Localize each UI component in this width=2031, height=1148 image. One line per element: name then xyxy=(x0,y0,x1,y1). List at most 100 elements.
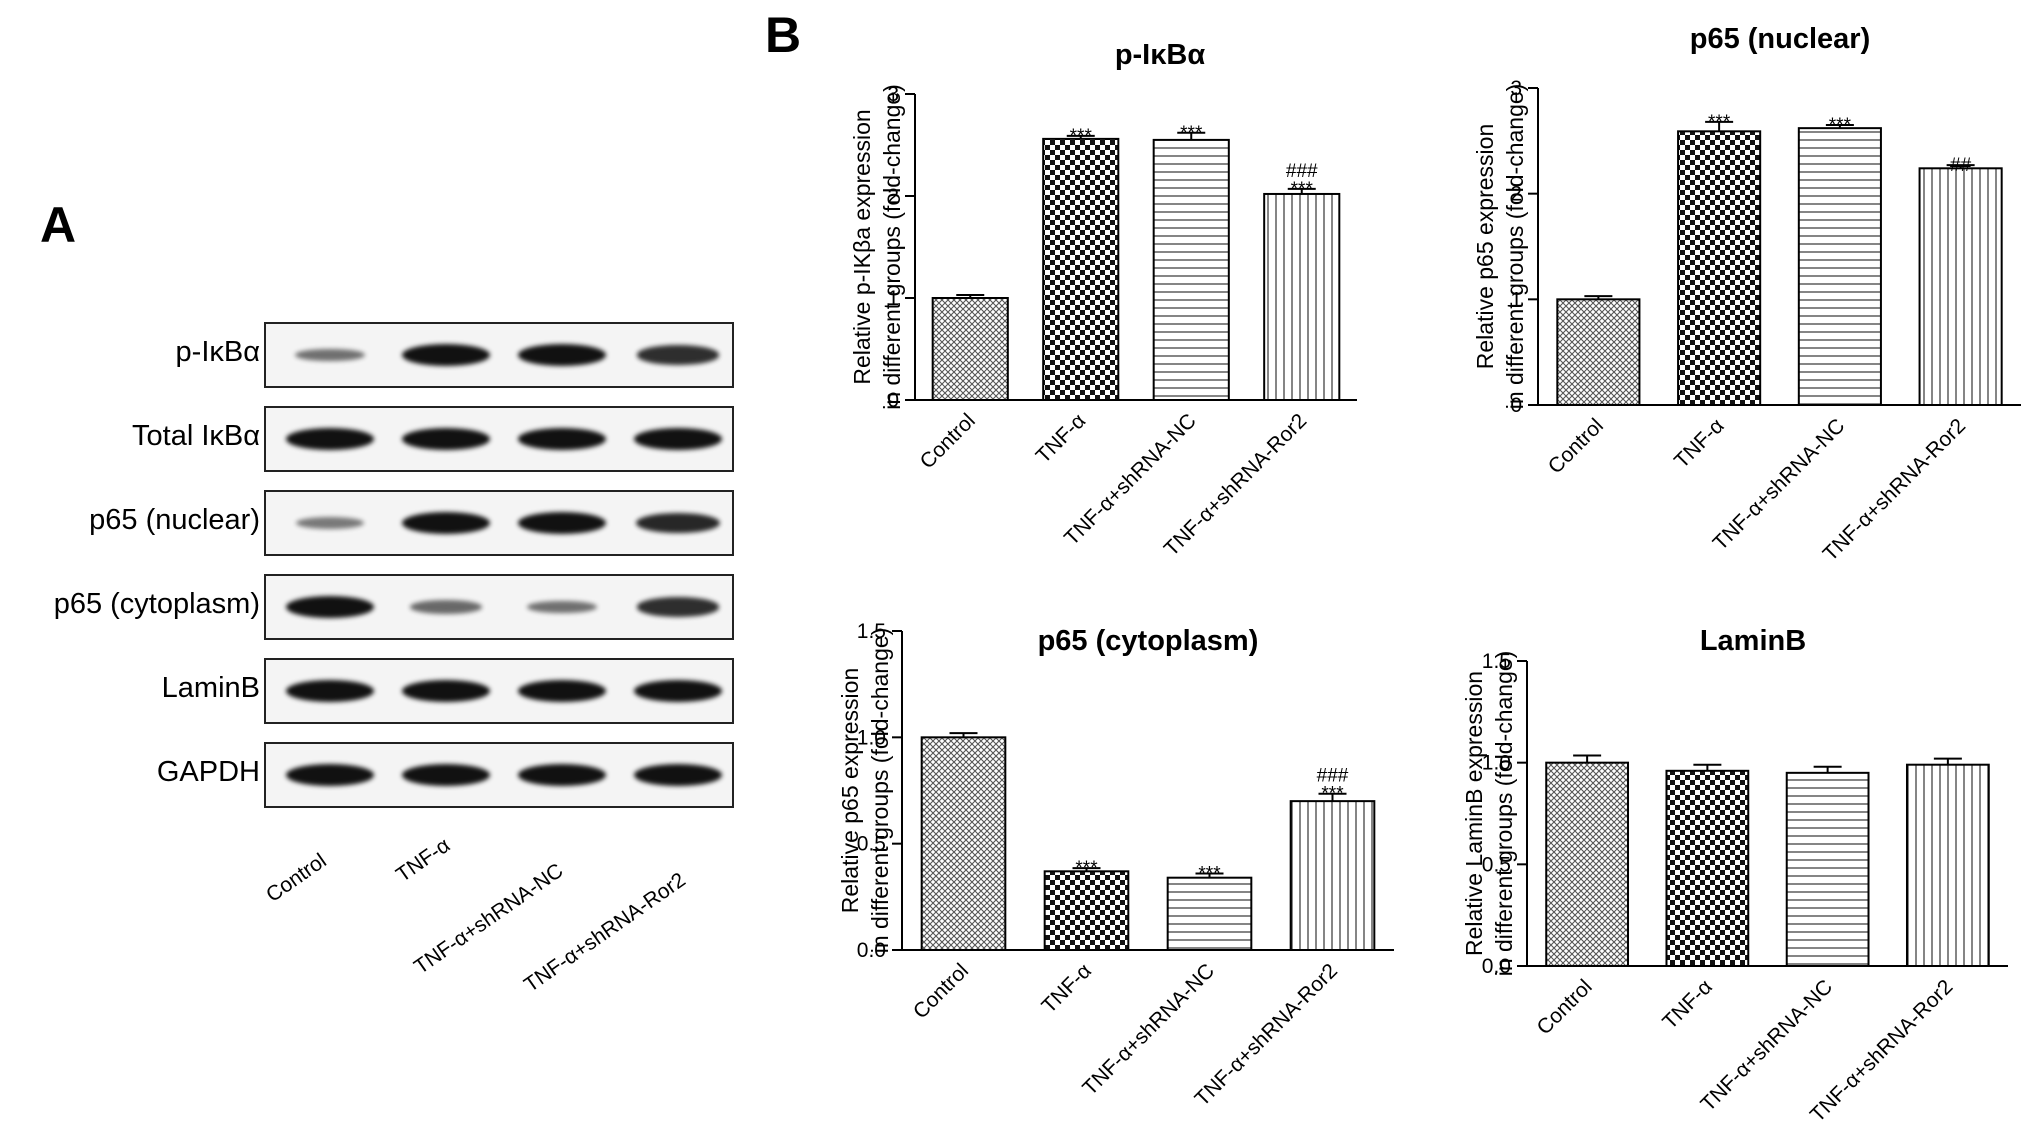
blot-strip xyxy=(264,322,734,388)
y-axis-label-line: Relative p65 expression xyxy=(837,668,863,913)
blot-strip xyxy=(264,490,734,556)
chart-title: p65 (cytoplasm) xyxy=(1038,625,1259,657)
y-tick-label: 2 xyxy=(887,185,899,208)
x-tick-label: Control xyxy=(909,959,973,1023)
y-tick-label: 0 xyxy=(887,389,899,412)
blot-band xyxy=(636,513,720,533)
blot-band xyxy=(295,348,365,362)
blot-band xyxy=(402,428,490,450)
bar xyxy=(931,297,1009,401)
y-axis-label: Relative p65 expression in different grou… xyxy=(837,628,893,954)
chart-title: p-IκBα xyxy=(1115,39,1206,71)
blot-band xyxy=(402,764,490,786)
significance-label: *** xyxy=(1180,123,1203,144)
blot-band xyxy=(518,512,606,534)
blot-band xyxy=(518,344,606,366)
y-axis-label: Relative LaminB expression in different g… xyxy=(1461,651,1517,977)
y-axis-label: Relative p-IKβa expression in different g… xyxy=(849,84,905,410)
bar xyxy=(1905,763,1990,968)
panel-b-letter: B xyxy=(765,7,802,63)
x-tick-label: TNF-α+shRNA-NC xyxy=(1709,414,1850,555)
x-tick-label: Control xyxy=(1544,414,1608,478)
blot-strip xyxy=(264,658,734,724)
x-tick-label: TNF-α xyxy=(1032,409,1091,468)
significance-label: ### xyxy=(1317,766,1349,787)
x-tick-label: Control xyxy=(1533,975,1597,1039)
bar xyxy=(1665,769,1750,967)
bar xyxy=(1677,130,1762,406)
y-axis-label-line: Relative p65 expression xyxy=(1472,124,1498,369)
blot-band xyxy=(634,680,722,702)
blot-band xyxy=(286,764,374,786)
y-axis-label: Relative p65 expression in different grou… xyxy=(1472,84,1528,410)
y-tick-label: 1.5 xyxy=(1482,650,1511,673)
y-tick-label: 3 xyxy=(887,83,899,106)
bar xyxy=(1556,298,1641,407)
bar xyxy=(1166,876,1253,952)
blot-row-label: p65 (cytoplasm) xyxy=(53,588,260,620)
x-tick-label: TNF-α xyxy=(1658,975,1717,1034)
blot-band xyxy=(410,600,482,614)
y-tick-label: 0.5 xyxy=(1482,853,1511,876)
blot-band xyxy=(402,512,490,534)
y-tick-label: 2 xyxy=(1510,183,1522,206)
bar xyxy=(1289,800,1376,952)
significance-label: *** xyxy=(1075,858,1098,879)
significance-label: ## xyxy=(1950,155,1972,176)
significance-label: *** xyxy=(1291,179,1314,200)
y-axis-label-line: in different groups (fold-change) xyxy=(1502,84,1528,410)
blot-band xyxy=(634,764,722,786)
y-tick-label: 0.5 xyxy=(857,833,886,856)
blot-band xyxy=(636,345,720,365)
x-tick-label: TNF-α+shRNA-NC xyxy=(1078,959,1219,1100)
y-axis-label-line: in different groups (fold-change) xyxy=(1491,651,1517,977)
chart-title: p65 (nuclear) xyxy=(1690,23,1871,55)
significance-label: *** xyxy=(1829,115,1852,136)
significance-label: ### xyxy=(1286,161,1318,182)
significance-label: *** xyxy=(1708,112,1731,133)
y-tick-label: 1 xyxy=(1510,288,1522,311)
y-tick-label: 1.0 xyxy=(1482,752,1511,775)
y-tick-label: 1 xyxy=(887,287,899,310)
x-tick-label: TNF-α+shRNA-Ror2 xyxy=(1191,959,1342,1110)
blot-band xyxy=(286,680,374,702)
y-tick-label: 1.5 xyxy=(857,620,886,643)
y-tick-label: 1.0 xyxy=(857,726,886,749)
y-tick-label: 0 xyxy=(1510,394,1522,417)
blot-band xyxy=(527,600,597,614)
significance-label: *** xyxy=(1321,784,1344,805)
western-blot-panel: A p-IκBα Total IκBα p65 (nuclear) p65 (cyto… xyxy=(0,0,760,1148)
bar xyxy=(1785,771,1870,967)
bar xyxy=(1152,138,1230,401)
blot-band xyxy=(286,596,374,618)
blot-row-label: Total IκBα xyxy=(132,420,260,452)
bar xyxy=(1043,870,1130,952)
blot-band xyxy=(518,680,606,702)
y-tick-label: 3 xyxy=(1510,77,1522,100)
x-tick-label: TNF-α xyxy=(1670,414,1729,473)
y-axis-label-line: Relative p-IKβa expression xyxy=(849,109,875,384)
blot-row-label: p-IκBα xyxy=(175,336,260,368)
blot-strip xyxy=(264,406,734,472)
blot-band xyxy=(518,428,606,450)
y-tick-label: 0.0 xyxy=(1482,955,1511,978)
chart-title: LaminB xyxy=(1700,625,1806,657)
blot-strip xyxy=(264,742,734,808)
y-axis-label-line: in different groups (fold-change) xyxy=(867,628,893,954)
y-axis-label-line: Relative LaminB expression xyxy=(1461,671,1487,956)
significance-label: *** xyxy=(1198,863,1221,884)
blot-band xyxy=(295,516,365,530)
blot-band xyxy=(518,764,606,786)
bar xyxy=(920,736,1007,951)
bar xyxy=(1918,167,2003,406)
x-tick-label: TNF-α xyxy=(1037,959,1096,1018)
panel-a-letter: A xyxy=(40,197,77,253)
blot-band xyxy=(634,428,722,450)
blot-row-label: LaminB xyxy=(161,672,260,704)
y-axis-label-line: in different groups (fold-change) xyxy=(879,84,905,410)
blot-band xyxy=(402,680,490,702)
blot-strip xyxy=(264,574,734,640)
